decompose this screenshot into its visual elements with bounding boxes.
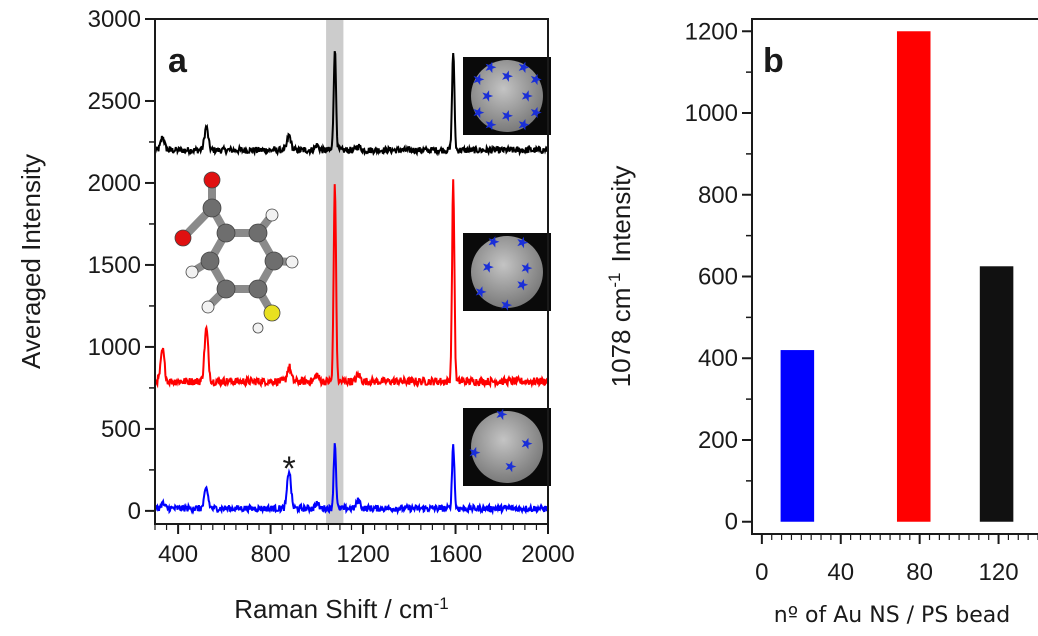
panel-label-a: a: [168, 42, 188, 80]
y-tick-label-b: 0: [725, 509, 738, 536]
nanostar-icon: [501, 299, 513, 311]
x-axis-label-superscript: -1: [434, 594, 449, 613]
carbon-atom: [248, 223, 268, 243]
y-tick-label-b: 1200: [685, 18, 738, 45]
nanostar-icon: [475, 286, 487, 298]
axes-b: 0 200 400 600 800 1000 1200 0 40 80 120: [685, 18, 1038, 586]
nanostar-icon: [483, 261, 494, 273]
peak-annotation: *: [282, 450, 295, 488]
polystyrene-bead: [471, 411, 543, 483]
nanostar-icon: [485, 119, 497, 131]
x-tick-label-b: 80: [906, 559, 933, 586]
y-tick-label-a: 500: [101, 416, 141, 443]
y-axis-label-a: Averaged Intensity: [16, 154, 46, 369]
bar-1: [780, 350, 815, 522]
panel-b-bars: 0 200 400 600 800 1000 1200 0 40 80 120 b nº of Au…: [605, 18, 1038, 628]
panel-a-spectra: * 0 500 1000 1500 2000 2500 3000 400 800 1200 1600…: [16, 6, 575, 624]
carbon-atom: [202, 198, 222, 218]
spectra-lines: [154, 50, 549, 516]
nanostar-icon: [521, 262, 533, 274]
oxygen-atom: [203, 171, 221, 189]
nanostar-icon: [517, 279, 529, 291]
axes-a: 0 500 1000 1500 2000 2500 3000 400 800 1200 1600 20…: [88, 6, 575, 568]
inset-bead-few-nanostars: [463, 408, 551, 486]
nanostar-icon: [517, 236, 529, 249]
carbon-atom: [216, 223, 236, 243]
inset-bead-medium-nanostars: [463, 233, 551, 311]
nanostar-icon: [521, 90, 533, 102]
y-tick-label-b: 200: [698, 427, 738, 454]
nanostar-icon: [485, 61, 497, 73]
x-axis-label-a: Raman Shift / cm-1: [234, 594, 449, 625]
x-tick-label-a: 1600: [429, 541, 482, 568]
carbon-atom: [216, 279, 236, 299]
bar-3: [979, 266, 1014, 522]
nanostar-icon: [530, 106, 542, 119]
nanostar-icon: [502, 110, 513, 122]
x-tick-label-a: 2000: [521, 541, 574, 568]
bars: [780, 31, 1014, 522]
sulfur-atom: [263, 304, 281, 322]
nanostar-icon: [496, 408, 508, 421]
x-tick-label-a: 800: [251, 541, 291, 568]
molecule-structure: [174, 171, 299, 334]
spectrum-line-2: [154, 179, 549, 389]
nanostar-icon: [488, 236, 500, 248]
panel-label-b: b: [763, 42, 784, 80]
oxygen-atom: [174, 229, 192, 247]
carbon-atom: [200, 251, 220, 271]
y-tick-label-a: 2500: [88, 88, 141, 115]
y-tick-label-b: 1000: [685, 100, 738, 127]
spectrum-line-1: [154, 50, 549, 157]
x-tick-label-b: 0: [755, 559, 768, 586]
y-tick-label-b: 800: [698, 182, 738, 209]
nanostar-icon: [505, 460, 517, 473]
hydrogen-atom: [252, 322, 264, 334]
y-axis-label-b-text: 1078 cm: [606, 288, 636, 388]
x-axis-label-text: Raman Shift / cm: [234, 594, 433, 624]
nanostar-icon: [521, 437, 533, 450]
polystyrene-bead: [471, 236, 543, 308]
carbon-atom: [248, 279, 268, 299]
y-tick-label-a: 1000: [88, 334, 141, 361]
y-tick-label-a: 0: [128, 498, 141, 525]
y-tick-label-a: 2000: [88, 170, 141, 197]
y-axis-label-b: 1078 cm-1 Intensity: [605, 166, 636, 388]
bead-insets: [463, 57, 551, 486]
x-axis-label-b: nº of Au NS / PS bead: [774, 603, 1010, 628]
y-tick-label-a: 1500: [88, 252, 141, 279]
hydrogen-atom: [285, 255, 299, 269]
y-tick-label-b: 600: [698, 264, 738, 291]
y-axis-label-b-suffix: Intensity: [606, 166, 636, 263]
nanostar-icon: [469, 446, 481, 459]
x-tick-label-a: 400: [158, 541, 198, 568]
y-tick-label-b: 400: [698, 345, 738, 372]
carbon-atom: [264, 251, 284, 271]
inset-bead-many-nanostars: [463, 57, 551, 135]
nanostar-icon: [502, 70, 513, 82]
x-tick-label-a: 1200: [336, 541, 389, 568]
nanostar-icon: [473, 106, 485, 119]
nanostar-icon: [530, 73, 542, 86]
hydrogen-atom: [265, 208, 279, 222]
nanostar-icon: [518, 119, 530, 131]
x-tick-label-b: 120: [979, 559, 1019, 586]
polystyrene-bead: [471, 60, 543, 132]
hydrogen-atom: [201, 300, 215, 314]
y-tick-label-a: 3000: [88, 6, 141, 33]
nanostar-icon: [518, 61, 530, 73]
spectrum-line-3: [154, 443, 549, 516]
bar-2: [896, 31, 931, 522]
nanostar-icon: [482, 90, 494, 102]
hydrogen-atom: [185, 265, 199, 279]
x-tick-label-b: 40: [827, 559, 854, 586]
y-axis-label-b-superscript: -1: [605, 272, 624, 287]
nanostar-icon: [473, 73, 485, 86]
